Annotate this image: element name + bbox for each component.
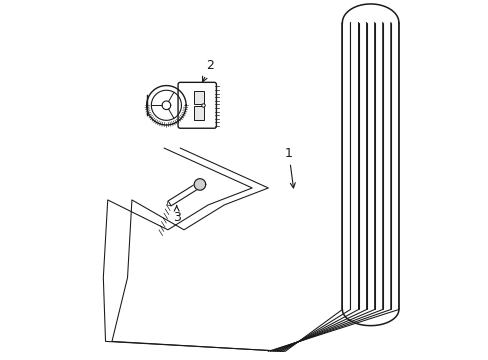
- Text: 2: 2: [202, 59, 214, 82]
- Polygon shape: [168, 182, 201, 206]
- Bar: [194, 91, 203, 104]
- Bar: [194, 106, 203, 120]
- Polygon shape: [167, 201, 171, 206]
- Text: 3: 3: [172, 206, 180, 224]
- Polygon shape: [194, 179, 205, 190]
- FancyBboxPatch shape: [178, 82, 216, 128]
- Text: 1: 1: [285, 147, 295, 188]
